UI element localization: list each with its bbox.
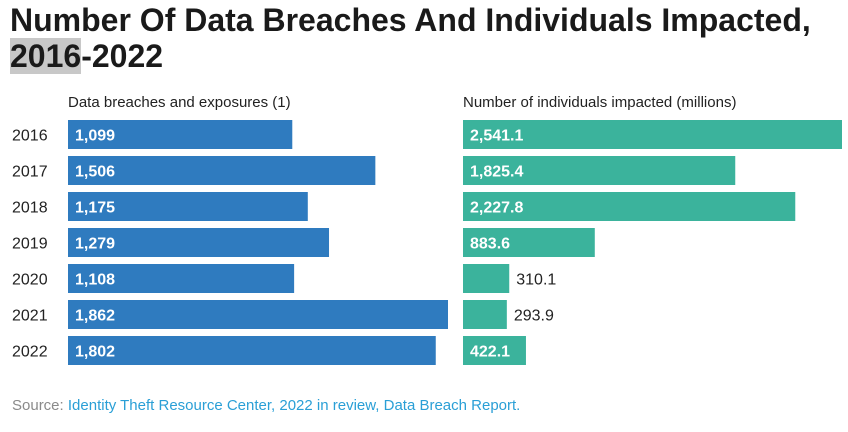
individuals-panel-title: Number of individuals impacted (millions… xyxy=(463,94,736,111)
source-label: Source: xyxy=(12,397,64,414)
individuals-value-label-2018: 2,227.8 xyxy=(470,200,523,217)
breaches-value-label-2020: 1,108 xyxy=(75,272,115,289)
breaches-bar-2020 xyxy=(68,264,295,293)
breaches-value-label-2022: 1,802 xyxy=(75,344,115,361)
individuals-bar-2022 xyxy=(463,336,526,365)
year-label-2016: 2016 xyxy=(12,128,48,145)
breaches-value-label-2018: 1,175 xyxy=(75,200,115,217)
source-link[interactable]: Identity Theft Resource Center, 2022 in … xyxy=(67,397,521,414)
breaches-value-label-2016: 1,099 xyxy=(75,128,115,145)
individuals-value-label-2022: 422.1 xyxy=(470,344,510,361)
individuals-bar-2017 xyxy=(463,156,736,185)
breaches-bar-2018 xyxy=(68,192,308,221)
individuals-value-label-2016: 2,541.1 xyxy=(470,128,523,145)
individuals-bar-2020 xyxy=(463,264,510,293)
breaches-panel-title: Data breaches and exposures (1) xyxy=(68,94,291,111)
year-label-2021: 2021 xyxy=(12,308,48,325)
breaches-bar-2016 xyxy=(68,120,293,149)
individuals-value-label-2017: 1,825.4 xyxy=(470,164,523,181)
breaches-bar-2021 xyxy=(68,300,448,329)
individuals-value-label-2020: 310.1 xyxy=(516,272,556,289)
year-label-2020: 2020 xyxy=(12,272,48,289)
chart-title: Number Of Data Breaches And Individuals … xyxy=(10,2,840,74)
individuals-value-label-2019: 883.6 xyxy=(470,236,510,253)
breaches-bar-2017 xyxy=(68,156,376,185)
breaches-value-label-2017: 1,506 xyxy=(75,164,115,181)
source-note: Source: Identity Theft Resource Center, … xyxy=(12,397,520,414)
breaches-value-label-2021: 1,862 xyxy=(75,308,115,325)
bar-charts: 2016 2017 2018 2019 2020 2021 2022 Data breache… xyxy=(12,94,842,365)
breaches-bar-2019 xyxy=(68,228,330,257)
individuals-value-label-2021: 293.9 xyxy=(514,308,554,325)
individuals-bar-2016 xyxy=(463,120,842,149)
year-label-2022: 2022 xyxy=(12,344,48,361)
title-rest: -2022 xyxy=(81,38,164,74)
title-highlight: 2016 xyxy=(10,38,82,74)
individuals-bar-2019 xyxy=(463,228,595,257)
title-line1: Number Of Data Breaches And Individuals … xyxy=(10,2,811,38)
individuals-bar-2021 xyxy=(463,300,507,329)
breaches-bar-2022 xyxy=(68,336,436,365)
year-label-2018: 2018 xyxy=(12,200,48,217)
individuals-bar-2018 xyxy=(463,192,796,221)
year-label-2017: 2017 xyxy=(12,164,48,181)
year-label-2019: 2019 xyxy=(12,236,48,253)
breaches-value-label-2019: 1,279 xyxy=(75,236,115,253)
